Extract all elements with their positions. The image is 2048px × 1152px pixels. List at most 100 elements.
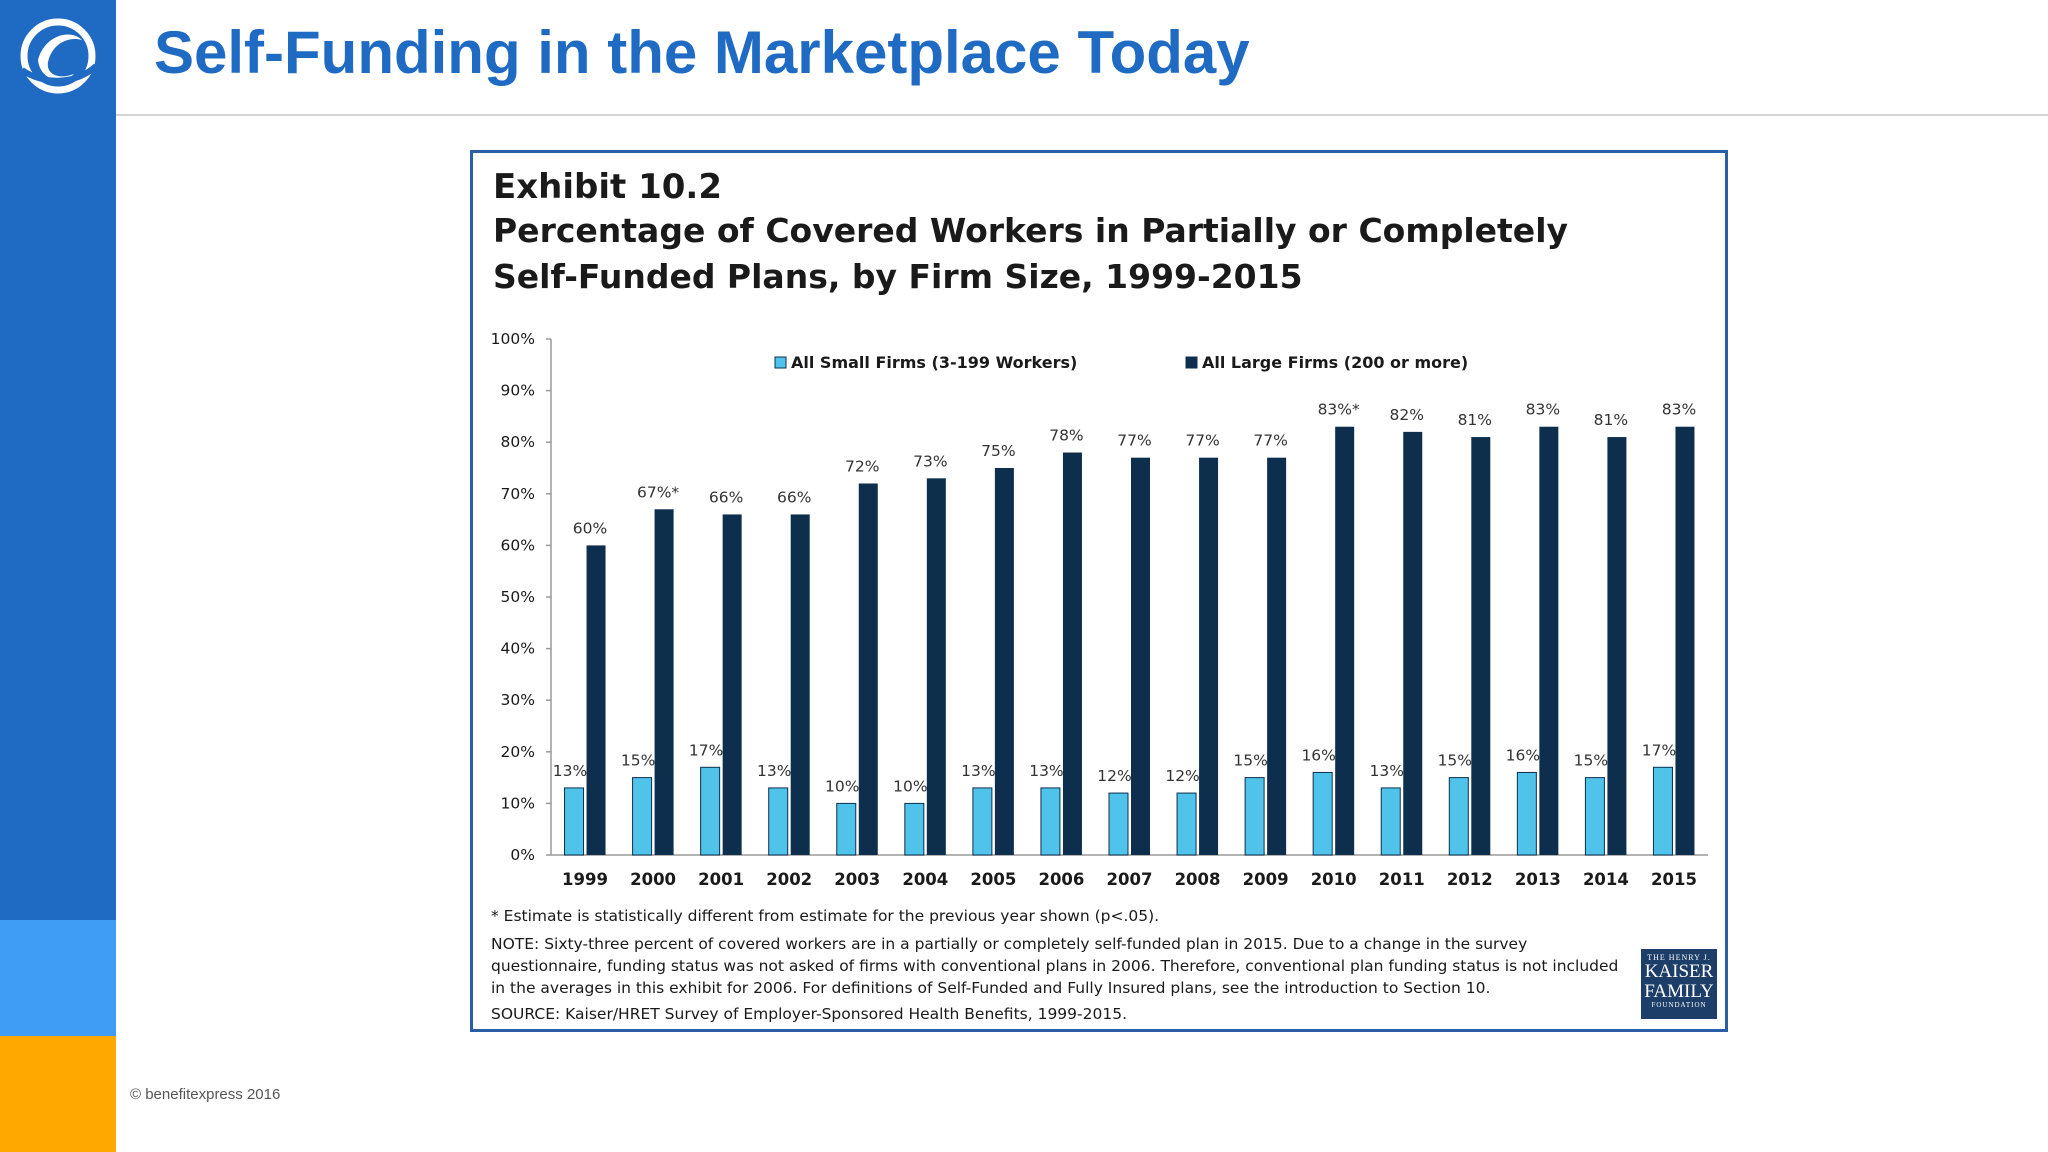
footnote-note: NOTE: Sixty-three percent of covered wor… — [491, 935, 1619, 997]
data-label-large-firms: 67%* — [637, 483, 679, 501]
data-label-small-firms: 12% — [1165, 767, 1199, 785]
x-tick-label: 2003 — [834, 870, 880, 889]
x-tick-label: 2007 — [1107, 870, 1153, 889]
data-label-large-firms: 83% — [1662, 401, 1696, 419]
bar-large-firms — [1539, 426, 1559, 855]
y-tick-label: 100% — [491, 330, 535, 348]
bar-large-firms — [1131, 457, 1150, 855]
bar-large-firms — [1062, 452, 1082, 855]
y-tick-label: 30% — [501, 691, 535, 709]
bar-small-firms — [1584, 777, 1605, 856]
footnote-source: SOURCE: Kaiser/HRET Survey of Employer-S… — [491, 1005, 1127, 1023]
kff-logo-line: KAISER — [1644, 961, 1714, 982]
data-label-small-firms: 13% — [757, 762, 791, 780]
x-tick-label: 2008 — [1175, 870, 1221, 889]
bar-small-firms — [972, 787, 993, 856]
data-label-small-firms: 13% — [1029, 762, 1063, 780]
sidebar-orange-band — [0, 1036, 116, 1152]
data-label-small-firms: 13% — [1370, 762, 1404, 780]
exhibit-title-line-1: Percentage of Covered Workers in Partial… — [493, 211, 1569, 250]
data-label-large-firms: 75% — [981, 442, 1015, 460]
x-tick-label: 2000 — [630, 870, 676, 889]
data-label-large-firms: 82% — [1390, 406, 1424, 424]
x-tick-label: 2002 — [766, 870, 812, 889]
bar-small-firms — [564, 787, 585, 856]
data-label-small-firms: 13% — [553, 762, 587, 780]
data-label-large-firms: 77% — [1253, 432, 1287, 450]
data-label-large-firms: 81% — [1458, 411, 1492, 429]
kff-logo-line: FOUNDATION — [1651, 1001, 1707, 1009]
x-tick-label: 2009 — [1243, 870, 1289, 889]
bar-large-firms — [1675, 426, 1695, 855]
data-label-small-firms: 16% — [1506, 746, 1540, 764]
bar-small-firms — [1516, 771, 1537, 856]
data-label-large-firms: 83% — [1526, 401, 1560, 419]
y-tick-label: 0% — [510, 846, 535, 864]
data-label-large-firms: 78% — [1049, 427, 1083, 445]
sidebar-blue-band — [0, 0, 116, 920]
kff-logo: THE HENRY J. KAISER FAMILY FOUNDATION — [1641, 949, 1717, 1019]
data-label-small-firms: 10% — [825, 777, 859, 795]
x-tick-label: 2005 — [970, 870, 1016, 889]
copyright-text: © benefitexpress 2016 — [130, 1086, 281, 1103]
data-label-small-firms: 15% — [621, 752, 655, 770]
bar-large-firms — [1607, 437, 1627, 855]
bar-large-firms — [586, 545, 606, 855]
sidebar-light-blue-band — [0, 920, 116, 1036]
bar-large-firms — [1267, 457, 1287, 855]
bar-large-firms — [1471, 437, 1491, 855]
y-tick-label: 10% — [501, 794, 535, 812]
bar-small-firms — [1448, 777, 1469, 856]
y-tick-label: 80% — [501, 433, 535, 451]
bar-large-firms — [1199, 457, 1219, 855]
data-label-small-firms: 10% — [893, 777, 927, 795]
bar-small-firms — [632, 777, 653, 856]
data-label-large-firms: 81% — [1594, 411, 1628, 429]
y-tick-label: 40% — [501, 640, 535, 658]
bar-small-firms — [1176, 792, 1197, 856]
kff-logo-line: THE HENRY J. — [1647, 953, 1711, 962]
data-label-small-firms: 17% — [689, 741, 723, 759]
data-label-large-firms: 73% — [913, 452, 947, 470]
bar-large-firms — [994, 468, 1014, 855]
footnote-significance: * Estimate is statistically different fr… — [491, 907, 1160, 925]
bar-large-firms — [926, 478, 946, 855]
x-tick-label: 1999 — [562, 870, 608, 889]
bar-small-firms — [1244, 777, 1265, 856]
y-tick-label: 60% — [501, 536, 535, 554]
x-tick-label: 2015 — [1651, 870, 1697, 889]
exhibit-number: Exhibit 10.2 — [493, 167, 722, 207]
kff-logo-line: FAMILY — [1644, 981, 1714, 1002]
x-tick-label: 2014 — [1583, 870, 1629, 889]
data-label-small-firms: 16% — [1301, 746, 1335, 764]
data-label-large-firms: 77% — [1185, 432, 1219, 450]
y-tick-label: 50% — [501, 588, 535, 606]
x-tick-label: 2012 — [1447, 870, 1493, 889]
bar-small-firms — [904, 802, 925, 856]
bar-large-firms — [722, 514, 742, 855]
bar-small-firms — [768, 787, 789, 856]
x-tick-label: 2010 — [1311, 870, 1357, 889]
benefitexpress-logo-icon — [20, 18, 98, 94]
data-label-small-firms: 17% — [1642, 741, 1676, 759]
data-label-small-firms: 15% — [1438, 752, 1472, 770]
x-tick-label: 2006 — [1038, 870, 1084, 889]
data-label-large-firms: 83%* — [1318, 401, 1360, 419]
x-tick-label: 2013 — [1515, 870, 1561, 889]
y-tick-label: 90% — [501, 382, 535, 400]
data-label-large-firms: 66% — [709, 488, 743, 506]
data-label-large-firms: 77% — [1117, 432, 1151, 450]
bar-small-firms — [1040, 787, 1061, 856]
legend-label: All Large Firms (200 or more) — [1202, 353, 1468, 372]
bar-small-firms — [1652, 766, 1673, 856]
bar-small-firms — [1312, 771, 1333, 856]
data-label-small-firms: 12% — [1097, 767, 1131, 785]
slide-title: Self-Funding in the Marketplace Today — [154, 19, 1250, 86]
bar-small-firms — [1108, 792, 1129, 856]
header-divider — [116, 114, 2048, 116]
data-label-large-firms: 66% — [777, 488, 811, 506]
bar-large-firms — [654, 509, 674, 855]
bar-small-firms — [700, 766, 721, 856]
legend-swatch — [1185, 356, 1198, 369]
legend-label: All Small Firms (3-199 Workers) — [791, 353, 1077, 372]
